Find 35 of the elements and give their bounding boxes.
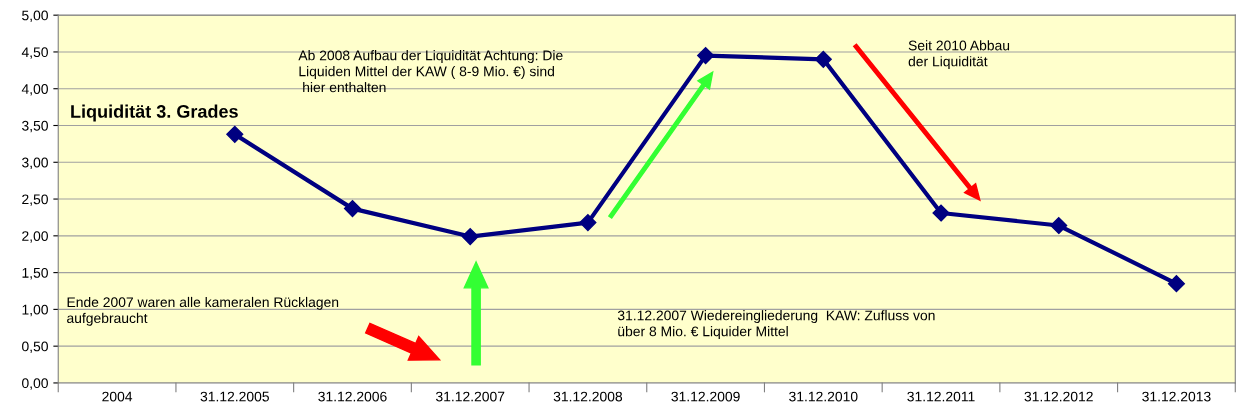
y-tick-label: 1,00 bbox=[22, 304, 48, 317]
x-tick-label: 31.12.2013 bbox=[1142, 391, 1211, 402]
annotation: Ende 2007 waren alle kameralen Rücklagen aufgebraucht bbox=[67, 296, 339, 326]
y-tick-label: 4,00 bbox=[21, 84, 48, 96]
point bbox=[697, 47, 715, 65]
annotation: Seit 2010 Abbau der Liquidität bbox=[908, 40, 1010, 70]
y-tick-label: 0,50 bbox=[22, 341, 48, 353]
point bbox=[932, 204, 950, 222]
y-tick-label: 1,50 bbox=[22, 267, 48, 280]
y-tick-label: 3,00 bbox=[22, 157, 48, 170]
y-tick-label: 5,00 bbox=[22, 10, 48, 22]
text: Liquidität 3. Grades bbox=[71, 104, 238, 122]
point bbox=[1167, 275, 1185, 293]
y-tick-label: 2,00 bbox=[22, 231, 48, 243]
point bbox=[1050, 216, 1068, 235]
x-tick-label: 31.12.2011 bbox=[907, 391, 975, 402]
y-tick-label: 0,00 bbox=[22, 378, 48, 390]
x-tick-label: 31.12.2012 bbox=[1024, 391, 1093, 402]
x-tick-label: 31.12.2007 bbox=[435, 391, 505, 402]
x-tick-label: 31.12.2006 bbox=[318, 391, 387, 402]
point bbox=[461, 228, 479, 246]
annotation: 31.12.2007 Wiedereingliederung KAW: Zufluss von über 8 Mio. € Liquider Mittel bbox=[617, 310, 935, 340]
x-tick-label: 31.12.2010 bbox=[789, 391, 858, 402]
x-tick-label: 2004 bbox=[102, 391, 133, 402]
x-tick-label: 31.12.2009 bbox=[671, 391, 740, 402]
x-tick-label: 31.12.2008 bbox=[553, 391, 623, 402]
point bbox=[814, 50, 832, 68]
x-tick-label: 31.12.2005 bbox=[200, 391, 269, 402]
point bbox=[226, 125, 244, 143]
point bbox=[343, 200, 362, 218]
annotation: Ab 2008 Aufbau der Liquidität Achtung: Die Liquiden Mittel der KAW ( 8-9 Mio. €) sind hier enthalten bbox=[298, 50, 563, 93]
y-tick-label: 4,50 bbox=[21, 47, 48, 59]
y-tick-label: 2,50 bbox=[22, 194, 48, 206]
point bbox=[579, 214, 597, 232]
y-tick-label: 3,50 bbox=[22, 120, 48, 133]
